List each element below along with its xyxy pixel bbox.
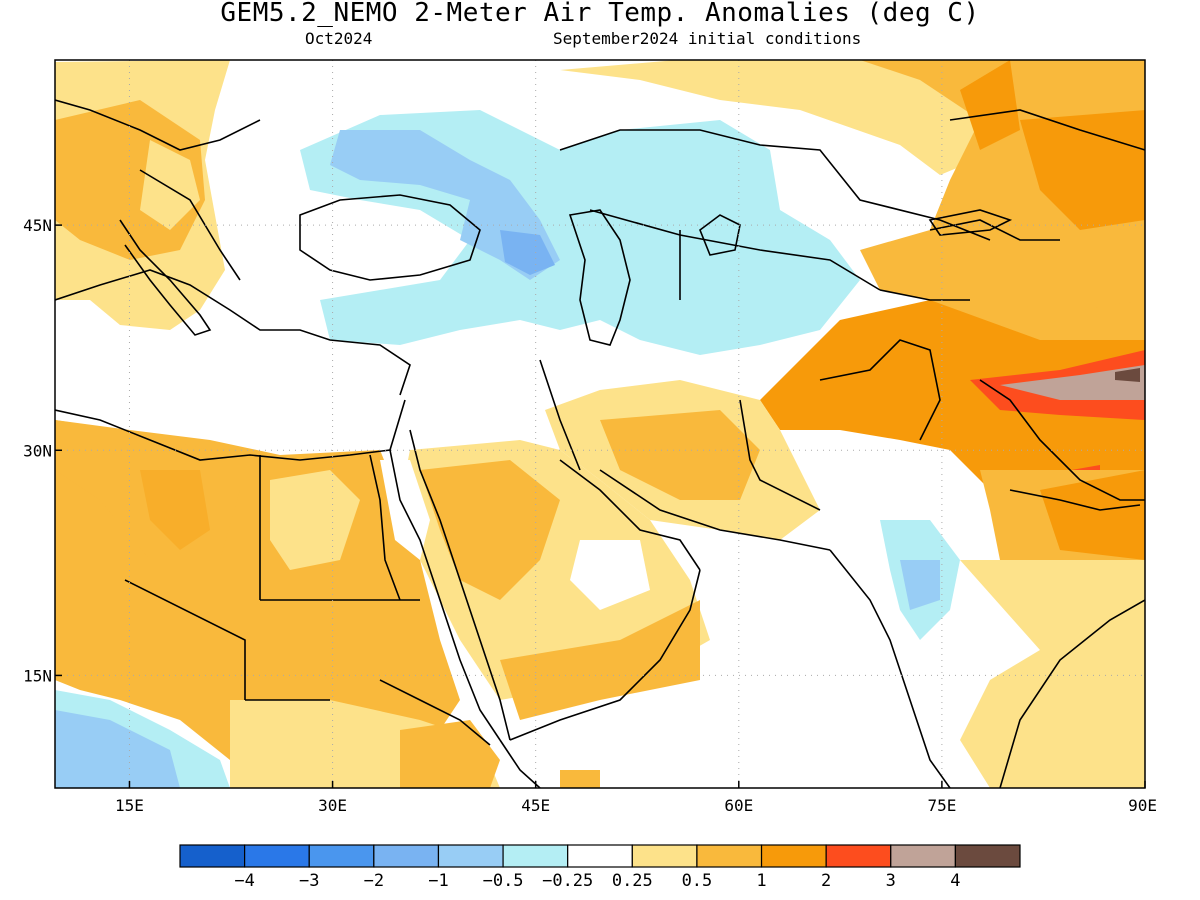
colorbar-swatch [760, 844, 827, 868]
border-kazakhstan-east [879, 289, 970, 301]
colorbar-label: 0.5 [682, 871, 713, 891]
colorbar-swatch [890, 844, 956, 868]
lon-tick-label: 60E [724, 796, 753, 815]
lon-tick-label: 90E [1128, 796, 1157, 815]
coastline-india [829, 549, 951, 788]
anomaly-field [55, 60, 1145, 788]
colorbar-label: −0.25 [542, 871, 593, 891]
colorbar-swatch [308, 844, 375, 868]
colorbar-swatch [179, 844, 246, 868]
colorbar-label: 3 [886, 871, 896, 891]
colorbar-swatch [954, 844, 1021, 868]
lat-lon-grid [55, 60, 1145, 788]
initial-conditions: September2024 initial conditions [553, 29, 862, 48]
coastline-horn-of-africa [379, 679, 491, 746]
colorbar-swatch [244, 844, 310, 868]
border-kazakhstan-south [589, 209, 881, 291]
coastline-east-africa [499, 739, 541, 788]
lon-tick-label: 30E [318, 796, 347, 815]
colorbar-swatch [373, 844, 440, 868]
border-nepal [1009, 489, 1141, 511]
colorbar-label: −1 [428, 871, 448, 891]
coastline-persian-gulf [559, 459, 701, 571]
lake-balkhash [928, 209, 1013, 236]
river-nile [369, 454, 401, 601]
coastline-iran-south [599, 469, 831, 551]
colorbar-swatch [567, 844, 633, 868]
coastline-italy [119, 219, 212, 336]
lat-tick-label: 45N [23, 216, 52, 235]
border-algeria-libya [124, 579, 246, 700]
map-title: GEM5.2_NEMO 2-Meter Air Temp. Anomalies … [220, 0, 980, 28]
aral-sea [699, 214, 741, 256]
coastline-india-east [999, 599, 1145, 788]
colorbar-label: 0.25 [612, 871, 653, 891]
colorbar-label: 1 [756, 871, 766, 891]
lat-tick-label: 30N [23, 441, 52, 460]
colorbar-label: 4 [950, 871, 960, 891]
colorbar-swatch [502, 844, 569, 868]
colorbar-label: −0.5 [483, 871, 524, 891]
lon-tick-label: 15E [115, 796, 144, 815]
colorbar-swatch [825, 844, 892, 868]
map-frame [54, 59, 1146, 789]
colorbar-swatch [631, 844, 698, 868]
valid-month: Oct2024 [305, 29, 373, 48]
border-russia-kazakhstan [559, 129, 991, 241]
axis-ticks: 15E 30E 45E 60E 75E 90E 45N 30N 15N [23, 216, 1157, 815]
colorbar-label: −4 [234, 871, 254, 891]
coastline-arabia-west [409, 429, 511, 741]
lat-tick-label: 15N [23, 666, 52, 685]
colorbar-label: −2 [364, 871, 384, 891]
coastline-arabia-south [509, 569, 701, 741]
colorbar-label: 2 [821, 871, 831, 891]
colorbar-label: −3 [299, 871, 319, 891]
border-europe-west [55, 99, 261, 151]
border-afghanistan-pakistan [819, 339, 941, 441]
anomaly-region-russia-north [560, 60, 1000, 175]
coastline-black-sea [299, 194, 481, 281]
colorbar-swatch [437, 844, 504, 868]
border-iran-iraq [539, 359, 581, 471]
colorbar: −4 −3 −2 −1 −0.5 −0.25 0.25 0.5 1 2 3 4 [179, 844, 1021, 891]
coastline-caspian-sea [568, 209, 631, 346]
border-iran-afghanistan [739, 399, 821, 511]
anomaly-region-tibet [760, 300, 1145, 510]
coastline-mediterranean-north [55, 269, 411, 396]
coastline-red-sea [389, 449, 501, 741]
lon-tick-label: 45E [521, 796, 550, 815]
anomaly-region-tibet-max [1000, 365, 1145, 400]
colorbar-swatch [696, 844, 763, 868]
coastlines [55, 99, 1145, 788]
border-mongolia [949, 109, 1145, 151]
border-india-china [979, 379, 1145, 501]
lon-tick-label: 75E [927, 796, 956, 815]
coastline-north-africa [55, 399, 406, 461]
